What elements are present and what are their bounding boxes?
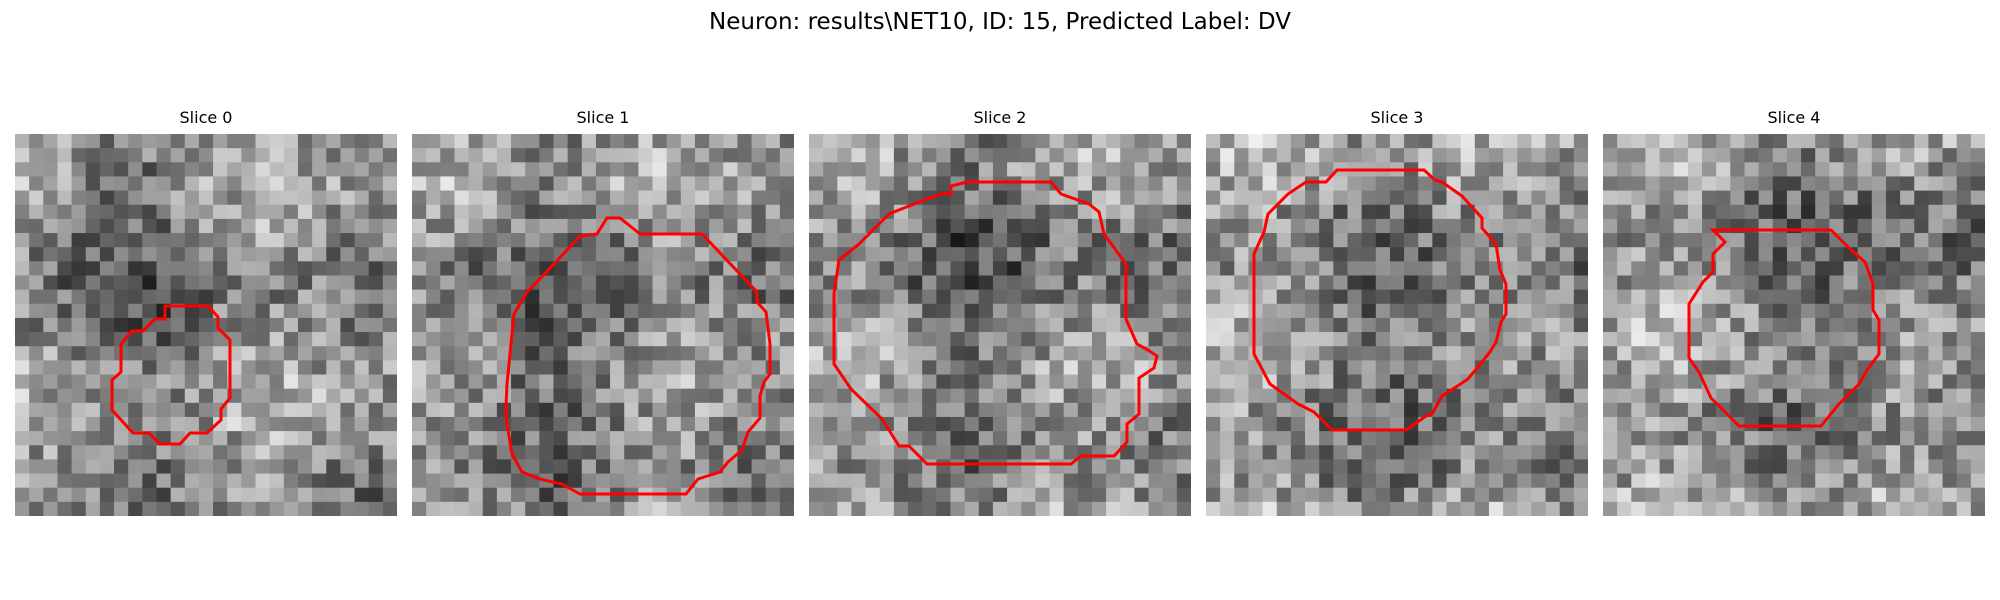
slice-panel-4: Slice 4 <box>1603 108 1985 516</box>
slice-image-0 <box>15 134 397 516</box>
neuron-contour <box>110 304 232 446</box>
slice-image-3 <box>1206 134 1588 516</box>
neuron-contour <box>504 216 772 496</box>
slice-image-4 <box>1603 134 1985 516</box>
slice-title-3: Slice 3 <box>1370 108 1424 127</box>
grayscale-texture <box>809 134 1191 516</box>
grayscale-texture <box>1603 134 1985 516</box>
slice-title-2: Slice 2 <box>973 108 1027 127</box>
neuron-contour <box>1687 228 1881 428</box>
neuron-contour <box>1252 168 1508 432</box>
slice-panel-2: Slice 2 <box>809 108 1191 516</box>
grayscale-texture <box>15 134 397 516</box>
grayscale-texture <box>412 134 794 516</box>
grayscale-texture <box>1206 134 1588 516</box>
slice-panel-3: Slice 3 <box>1206 108 1588 516</box>
slice-image-2 <box>809 134 1191 516</box>
figure-title: Neuron: results\NET10, ID: 15, Predicted… <box>709 9 1291 35</box>
slice-panel-1: Slice 1 <box>412 108 794 516</box>
slice-title-1: Slice 1 <box>576 108 630 127</box>
slice-title-4: Slice 4 <box>1767 108 1821 127</box>
neuron-contour <box>832 180 1159 466</box>
slice-panel-0: Slice 0 <box>15 108 397 516</box>
slice-title-0: Slice 0 <box>179 108 233 127</box>
slice-image-1 <box>412 134 794 516</box>
